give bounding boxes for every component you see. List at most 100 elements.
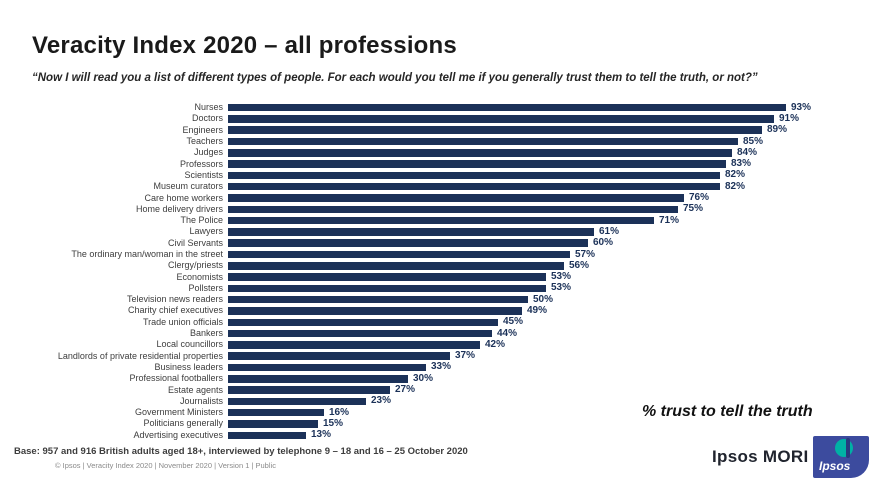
bar-category-label: Government Ministers (134, 407, 223, 418)
bar-category-label: Trade union officials (142, 316, 223, 327)
bar (228, 420, 318, 428)
bar-category-label: Landlords of private residential propert… (57, 350, 223, 361)
veracity-bar-chart: Nurses 93% Doctors 91% Engineers 89% Teachers 8… (0, 102, 878, 441)
bar-category-label: Business leaders (154, 361, 223, 372)
bar (228, 386, 390, 394)
bar-value-label: 61% (599, 225, 620, 237)
bar-row: Professional footballers 30% (0, 373, 878, 384)
bar-row: Government Ministers 16% (0, 407, 878, 418)
bar (228, 397, 366, 406)
bar-value-label: 23% (371, 395, 392, 407)
bar-value-label: 16% (329, 406, 350, 418)
bar-row: Bankers 44% (0, 328, 878, 339)
bar-value-label: 37% (455, 350, 476, 362)
bar (228, 194, 684, 202)
bar-row: Home delivery drivers 75% (0, 204, 878, 215)
bar-category-label: Professional footballers (129, 373, 223, 384)
copyright-note: © Ipsos | Veracity Index 2020 | November… (55, 461, 276, 470)
bar-category-label: The ordinary man/woman in the street (71, 249, 223, 259)
bar-value-label: 60% (593, 237, 614, 249)
bar-category-label: Judges (193, 147, 223, 158)
bar-value-label: 13% (311, 429, 332, 441)
bar-category-label: Nurses (194, 102, 223, 113)
ipsos-logo-circle-icon (835, 439, 853, 457)
bar-category-label: Advertising executives (133, 429, 223, 440)
ipsos-logo: Ipsos (813, 436, 869, 478)
bar-value-label: 91% (779, 112, 800, 124)
bar (228, 126, 762, 134)
bar-row: Lawyers 61% (0, 226, 878, 237)
bar (228, 182, 720, 191)
bar-category-label: Economists (176, 271, 223, 282)
bar (228, 431, 306, 439)
bar (228, 307, 522, 315)
bar-category-label: Estate agents (167, 384, 223, 395)
bar (228, 352, 450, 360)
bar-row: Local councillors 42% (0, 339, 878, 350)
bar-value-label: 85% (743, 135, 764, 147)
bar-row: Teachers 85% (0, 136, 878, 147)
bar (228, 408, 324, 417)
bar (228, 171, 720, 180)
bar-category-label: Bankers (189, 328, 223, 339)
bar-value-label: 93% (791, 101, 812, 113)
bar-value-label: 56% (569, 259, 590, 271)
bar-category-label: Museum curators (153, 181, 223, 192)
bar-row: Doctors 91% (0, 113, 878, 124)
bar (228, 137, 738, 146)
bar (228, 216, 654, 225)
bar (228, 239, 588, 247)
bar-category-label: Care home workers (144, 192, 223, 203)
bar-row: Civil Servants 60% (0, 238, 878, 249)
bar-row: Advertising executives 13% (0, 430, 878, 441)
bar-value-label: 30% (413, 372, 434, 384)
bar-value-label: 45% (503, 316, 524, 328)
bar-category-label: Home delivery drivers (135, 203, 223, 214)
bar-row: Landlords of private residential propert… (0, 351, 878, 362)
bar (228, 149, 732, 157)
bar-value-label: 84% (737, 146, 758, 158)
bar-row: Estate agents 27% (0, 384, 878, 395)
bar-value-label: 27% (395, 384, 416, 396)
bar (228, 273, 546, 281)
bar-value-label: 57% (575, 248, 596, 260)
bar-row: Journalists 23% (0, 396, 878, 407)
bar (228, 284, 546, 293)
bar-value-label: 76% (689, 192, 710, 204)
bar-value-label: 50% (533, 293, 554, 305)
bar-value-label: 42% (485, 338, 506, 350)
base-note: Base: 957 and 916 British adults aged 18… (14, 446, 468, 457)
survey-question-subtitle: “Now I will read you a list of different… (32, 72, 758, 84)
ipsos-logo-notch-icon (846, 438, 850, 458)
bar-row: Clergy/priests 56% (0, 260, 878, 271)
page-title: Veracity Index 2020 – all professions (32, 32, 457, 59)
bar-row: Professors 83% (0, 158, 878, 169)
bar (228, 115, 774, 123)
bar-value-label: 49% (527, 304, 548, 316)
bar (228, 205, 678, 214)
bar-row: Museum curators 82% (0, 181, 878, 192)
bar-value-label: 83% (731, 158, 752, 170)
bar-category-label: Journalists (179, 395, 223, 406)
bar-category-label: Politicians generally (143, 418, 223, 429)
bar-value-label: 53% (551, 271, 572, 283)
bar (228, 329, 492, 338)
bar-category-label: Charity chief executives (127, 305, 223, 316)
bar (228, 341, 480, 349)
bar-row: Scientists 82% (0, 170, 878, 181)
bar (228, 103, 786, 112)
bar-value-label: 53% (551, 282, 572, 294)
bar (228, 363, 426, 372)
bar-value-label: 44% (497, 327, 518, 339)
bar (228, 160, 726, 168)
bar-row: The Police 71% (0, 215, 878, 226)
bar (228, 375, 408, 383)
bar-row: Care home workers 76% (0, 192, 878, 203)
ipsos-logo-text: Ipsos (819, 459, 851, 473)
bar-category-label: Professors (179, 158, 223, 169)
bar-category-label: Civil Servants (167, 237, 223, 248)
bar-value-label: 89% (767, 124, 788, 136)
bar-row: The ordinary man/woman in the street 57% (0, 249, 878, 260)
bar-row: Television news readers 50% (0, 294, 878, 305)
